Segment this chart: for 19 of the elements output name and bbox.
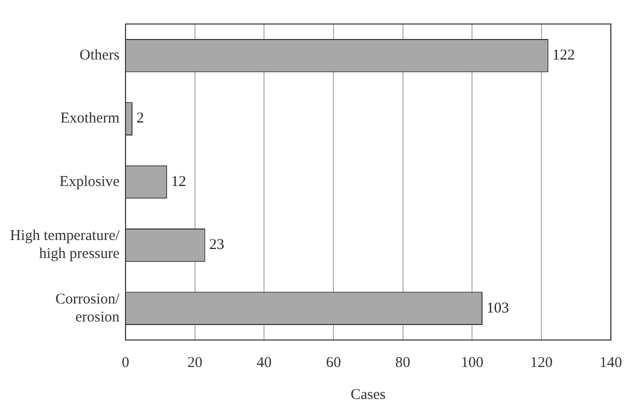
x-axis-title: Cases <box>350 386 386 403</box>
data-label: 122 <box>552 48 575 64</box>
x-tick-label: 120 <box>530 354 553 371</box>
x-tick-label: 40 <box>256 354 272 371</box>
data-label: 12 <box>171 174 186 190</box>
y-tick-label: Exotherm <box>60 110 120 127</box>
x-tick-label: 140 <box>600 354 622 371</box>
x-tick-label: 80 <box>395 354 410 371</box>
x-tick-label: 60 <box>326 354 341 371</box>
x-tick-label: 20 <box>187 354 202 371</box>
x-tick-label: 100 <box>460 354 484 371</box>
data-label: 23 <box>209 237 224 254</box>
data-label: 103 <box>486 300 510 316</box>
y-tick-label: Corrosion/ erosion <box>55 291 120 326</box>
y-tick-label: Explosive <box>60 174 120 190</box>
y-tick-label: Others <box>80 48 120 64</box>
data-label: 2 <box>136 110 144 127</box>
x-tick-label: 0 <box>122 354 130 371</box>
y-tick-label: High temperature/ high pressure <box>10 228 120 262</box>
